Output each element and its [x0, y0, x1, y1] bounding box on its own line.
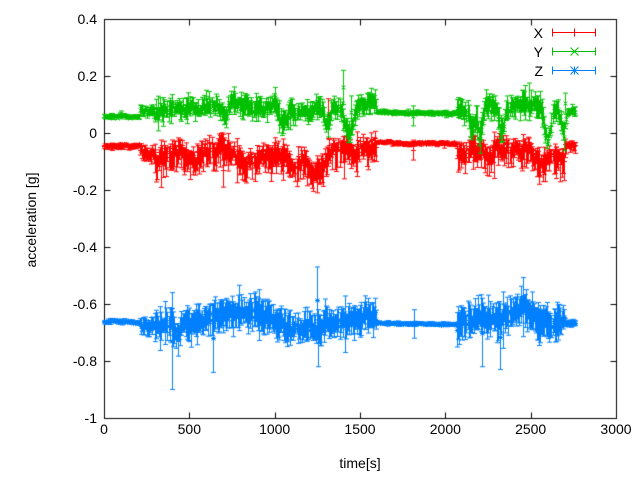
- errorbar-plus-icon: [550, 26, 598, 39]
- legend-label-y: Y: [533, 43, 543, 60]
- y-tick-label: 0: [89, 125, 97, 141]
- x-tick-label: 500: [177, 421, 202, 437]
- errorbar-asterisk-icon: [550, 64, 598, 77]
- legend: X Y Z: [503, 23, 598, 80]
- legend-label-z: Z: [534, 62, 543, 79]
- x-tick-label: 3000: [600, 421, 632, 437]
- y-axis-title: acceleration [g]: [23, 172, 39, 268]
- x-axis-title: time[s]: [339, 455, 381, 471]
- x-tick-label: 0: [100, 421, 108, 437]
- legend-item-x: X: [503, 23, 598, 42]
- legend-label-x: X: [533, 24, 543, 41]
- y-tick-label: 0.2: [77, 68, 97, 84]
- legend-item-y: Y: [503, 42, 598, 61]
- errorbar-times-icon: [550, 45, 598, 58]
- x-tick-label: 1000: [259, 421, 291, 437]
- y-tick-label: 0.4: [77, 11, 97, 27]
- x-tick-label: 1500: [344, 421, 376, 437]
- y-tick-label: -0.2: [72, 182, 97, 198]
- legend-item-z: Z: [503, 61, 598, 80]
- y-tick-label: -1: [84, 410, 97, 426]
- y-tick-label: -0.4: [72, 239, 97, 255]
- y-tick-label: -0.6: [72, 296, 97, 312]
- y-tick-label: -0.8: [72, 353, 97, 369]
- x-tick-label: 2000: [429, 421, 461, 437]
- x-tick-label: 2500: [515, 421, 547, 437]
